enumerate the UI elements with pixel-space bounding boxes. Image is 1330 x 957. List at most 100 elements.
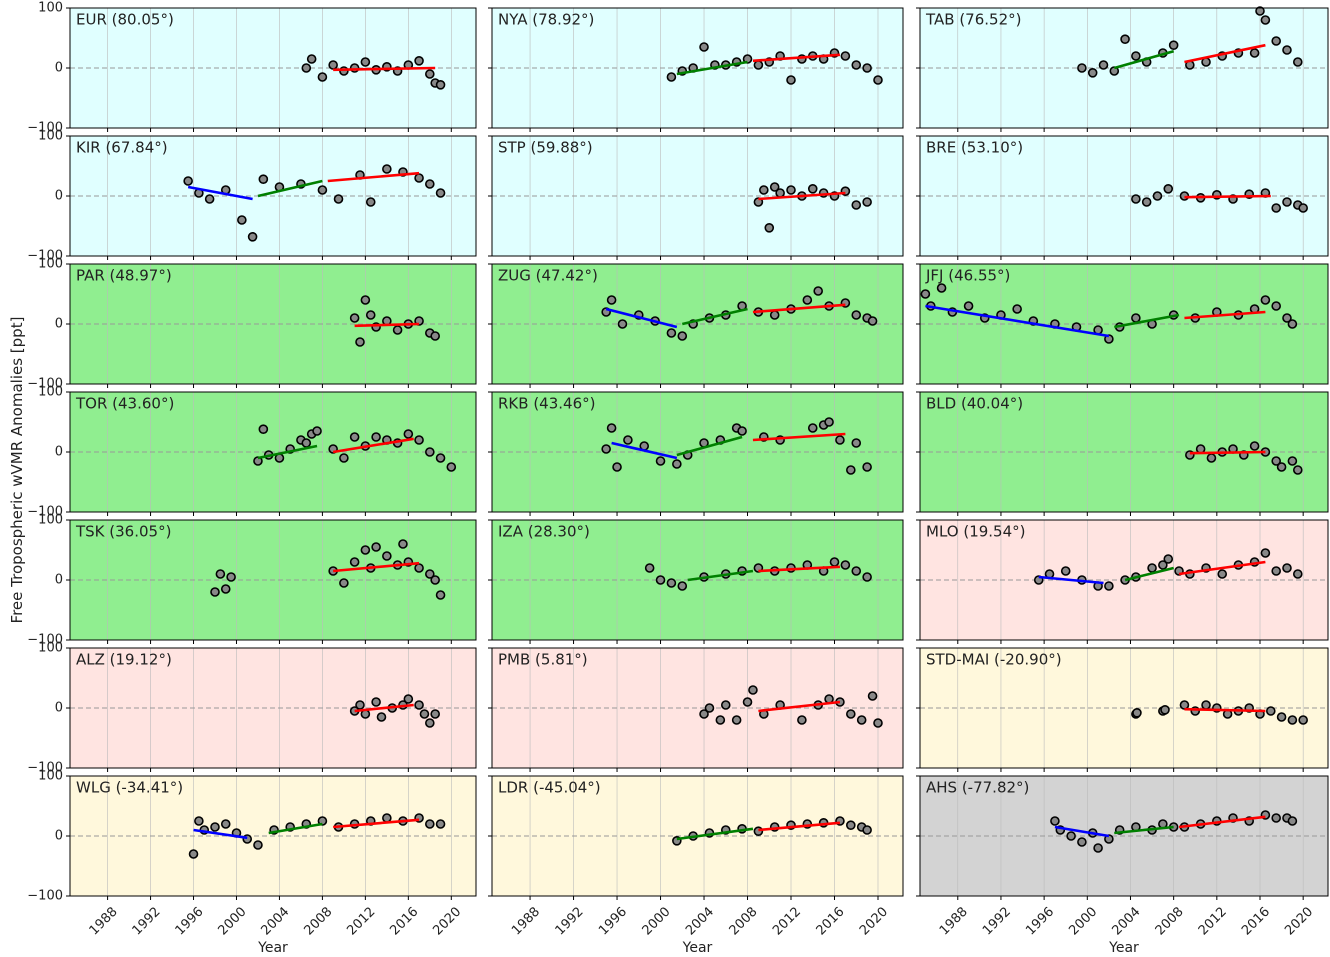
data-point — [258, 174, 269, 184]
data-point — [807, 184, 818, 194]
x-tick-label: 2000 — [1066, 904, 1100, 938]
x-tick-label: 2012 — [770, 904, 804, 938]
x-tick-label: 2008 — [301, 904, 335, 938]
panel-frame — [491, 7, 904, 129]
data-point — [414, 563, 424, 573]
data-point — [1271, 301, 1281, 311]
data-point — [846, 465, 856, 475]
data-point — [365, 310, 376, 320]
y-tick-label: −100 — [27, 121, 63, 136]
trend-line — [676, 60, 748, 76]
data-point — [764, 223, 775, 233]
data-point — [339, 453, 349, 463]
data-point — [425, 179, 435, 189]
data-point — [258, 424, 269, 435]
panel-title: EUR (80.05°) — [76, 11, 174, 29]
data-point — [414, 700, 424, 710]
data-point — [1141, 197, 1152, 207]
trend-line — [681, 307, 748, 326]
x-tick-label: 2016 — [387, 904, 421, 938]
x-tick-label: 2020 — [430, 904, 464, 938]
data-point — [704, 703, 715, 713]
data-point — [1292, 569, 1303, 579]
panel-title: BLD (40.04°) — [926, 395, 1023, 413]
data-point — [376, 712, 387, 722]
data-point — [753, 826, 764, 837]
data-point — [807, 423, 818, 433]
trend-line — [758, 821, 841, 832]
data-point — [1087, 68, 1098, 78]
data-point — [1077, 837, 1087, 847]
data-point — [360, 545, 371, 555]
data-point — [435, 819, 446, 829]
y-tick-label: −100 — [27, 889, 63, 904]
data-point — [1066, 831, 1076, 841]
data-point — [851, 200, 862, 210]
x-tick-label: 2012 — [1196, 904, 1230, 938]
data-point — [920, 289, 931, 299]
data-point — [862, 197, 872, 207]
data-point — [737, 426, 747, 436]
panel-frame — [919, 7, 1329, 129]
data-point — [1160, 704, 1170, 715]
trend-line — [257, 179, 323, 198]
x-axis-label: Year — [1108, 940, 1139, 956]
data-point — [1152, 191, 1163, 201]
data-point — [936, 283, 947, 293]
trend-line — [1113, 49, 1175, 70]
trend-line — [268, 822, 323, 835]
data-point — [612, 462, 622, 472]
data-point — [1168, 40, 1179, 51]
data-point — [851, 60, 862, 70]
y-tick-label: 0 — [55, 829, 63, 844]
data-point — [1131, 313, 1141, 323]
data-point — [742, 697, 753, 707]
data-point — [1255, 6, 1265, 16]
y-tick-label: −100 — [27, 633, 63, 648]
y-tick-label: 0 — [55, 189, 63, 204]
y-tick-label: 100 — [38, 385, 63, 400]
data-point — [194, 816, 204, 826]
data-point — [1282, 197, 1292, 207]
trend-line — [257, 444, 318, 460]
data-point — [425, 447, 435, 457]
data-point — [655, 456, 666, 466]
data-point — [414, 55, 424, 66]
panel-frame — [919, 263, 1329, 385]
x-tick-label: 2000 — [216, 904, 250, 938]
trend-line — [1184, 310, 1266, 320]
data-point — [317, 185, 328, 195]
y-axis-label: Free Tropospheric wVMR Anomalies [ppt] — [8, 317, 26, 624]
data-point — [1292, 57, 1303, 67]
data-point — [731, 715, 742, 725]
y-tick-label: −100 — [27, 505, 63, 520]
data-point — [301, 63, 312, 73]
data-point — [1287, 456, 1298, 466]
data-point — [1282, 313, 1292, 323]
panel-title: RKB (43.46°) — [498, 395, 595, 413]
panel-title: NYA (78.92°) — [498, 11, 594, 29]
trend-line — [332, 437, 414, 454]
data-point — [1260, 295, 1271, 305]
data-point — [398, 539, 408, 549]
data-point — [1206, 453, 1217, 463]
trend-line — [605, 307, 678, 329]
data-point — [365, 197, 376, 207]
data-point — [797, 715, 807, 725]
data-point — [1287, 319, 1298, 329]
data-point — [606, 423, 617, 433]
data-point — [226, 572, 236, 582]
y-tick-label: −100 — [27, 249, 63, 264]
data-point — [1271, 36, 1281, 46]
data-point — [1249, 48, 1260, 58]
data-point — [403, 429, 414, 439]
data-point — [430, 709, 440, 719]
data-point — [1179, 700, 1190, 710]
data-point — [215, 569, 226, 579]
data-point — [1163, 554, 1174, 564]
data-point — [220, 819, 231, 829]
panel-frame — [491, 391, 904, 513]
data-point — [403, 694, 414, 704]
panel-frame — [69, 775, 477, 897]
data-point — [430, 331, 440, 341]
